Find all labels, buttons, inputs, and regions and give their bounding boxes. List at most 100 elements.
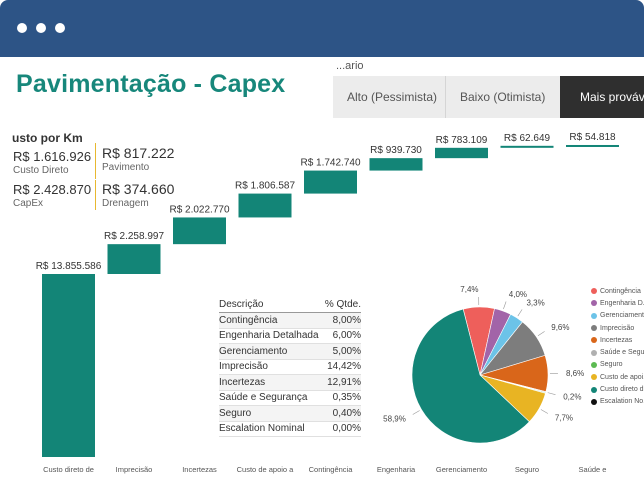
- legend-dot-icon: [591, 288, 597, 295]
- kpi-capex-label: CapEx: [13, 198, 44, 209]
- kpi-header: usto por Km: [12, 131, 83, 145]
- waterfall-category-label: Engenharia: [377, 465, 416, 474]
- legend-dot-icon: [591, 312, 597, 319]
- legend-dot-icon: [591, 398, 597, 405]
- kpi-divider: [95, 180, 96, 210]
- waterfall-bar[interactable]: [500, 145, 554, 148]
- waterfall-data-label: R$ 2.258.997: [104, 231, 164, 242]
- table-header-qtde[interactable]: % Qtde.: [324, 298, 361, 310]
- table-cell-qtde: 6,00%: [332, 330, 361, 342]
- table-cell-qtde: 12,91%: [327, 376, 361, 388]
- table-cell-descricao: Seguro: [219, 407, 252, 419]
- waterfall-bar[interactable]: [435, 147, 488, 159]
- table-row[interactable]: Gerenciamento 5,00%: [219, 344, 361, 360]
- legend-label: Gerenciament...: [600, 312, 644, 320]
- table-row[interactable]: Engenharia Detalhada 6,00%: [219, 329, 361, 344]
- table-cell-descricao: Escalation Nominal: [219, 423, 305, 435]
- table-cell-qtde: 0,35%: [332, 392, 361, 404]
- legend-label: Saúde e Segu...: [600, 349, 644, 357]
- table-cell-descricao: Contingência: [219, 314, 278, 326]
- legend-label: Imprecisão: [600, 324, 635, 332]
- descricao-table: Descrição % Qtde. Contingência 8,00% Engen…: [219, 296, 361, 437]
- table-cell-qtde: 14,42%: [327, 361, 361, 373]
- waterfall-bar[interactable]: [238, 193, 292, 218]
- legend-item[interactable]: Custo direto d...: [591, 383, 644, 395]
- legend-dot-icon: [591, 374, 597, 381]
- waterfall-data-label: R$ 54.818: [569, 132, 616, 143]
- table-row[interactable]: Seguro 0,40%: [219, 406, 361, 422]
- table-cell-qtde: 8,00%: [332, 314, 361, 326]
- table-row[interactable]: Incertezas 12,91%: [219, 375, 361, 391]
- waterfall-bar[interactable]: [107, 244, 161, 274]
- scenario-tab-mais-provavel[interactable]: Mais prováv...: [560, 76, 644, 118]
- scenario-tab-pessimista[interactable]: Alto (Pessimista): [333, 76, 446, 118]
- legend-dot-icon: [591, 361, 597, 368]
- window-control-dot[interactable]: [17, 23, 27, 33]
- table-row[interactable]: Contingência 8,00%: [219, 313, 361, 329]
- window-titlebar: [0, 0, 644, 57]
- table-row[interactable]: Imprecisão 14,42%: [219, 360, 361, 375]
- legend-item[interactable]: Imprecisão: [591, 322, 644, 334]
- kpi-drenagem-label: Drenagem: [102, 198, 149, 209]
- table-header: Descrição % Qtde.: [219, 296, 361, 313]
- kpi-drenagem-value: R$ 374.660: [102, 181, 175, 197]
- table-row[interactable]: Escalation Nominal 0,00%: [219, 422, 361, 437]
- waterfall-category-label: Imprecisão: [116, 465, 153, 474]
- legend-label: Custo direto d...: [600, 386, 644, 394]
- kpi-pavimento-label: Pavimento: [102, 162, 150, 173]
- waterfall-category-label: Incertezas: [182, 465, 217, 474]
- legend-label: Contingência: [600, 287, 641, 295]
- waterfall-bar[interactable]: [566, 144, 619, 147]
- waterfall-bar[interactable]: [304, 170, 357, 194]
- waterfall-data-label: R$ 939.730: [370, 145, 422, 156]
- scenario-tab-otimista[interactable]: Baixo (Otimista): [446, 76, 560, 118]
- legend-dot-icon: [591, 349, 597, 356]
- pie-legend: Contingência Engenharia D... Gerenciament.…: [591, 285, 644, 408]
- legend-label: Seguro: [600, 361, 623, 369]
- legend-dot-icon: [591, 300, 597, 307]
- legend-item[interactable]: Seguro: [591, 359, 644, 371]
- window-control-dot[interactable]: [36, 23, 46, 33]
- waterfall-category-label: Custo de apoio a: [237, 465, 295, 474]
- waterfall-category-label: Contingência: [309, 465, 354, 474]
- legend-label: Custo de apoi...: [600, 373, 644, 381]
- legend-item[interactable]: Incertezas: [591, 334, 644, 346]
- window-control-dot[interactable]: [55, 23, 65, 33]
- legend-item[interactable]: Escalation No...: [591, 396, 644, 408]
- page-title: Pavimentação - Capex: [16, 70, 286, 98]
- waterfall-data-label: R$ 2.022.770: [169, 204, 229, 215]
- table-cell-descricao: Incertezas: [219, 376, 266, 388]
- waterfall-bar[interactable]: [173, 217, 226, 245]
- waterfall-data-label: R$ 13.855.586: [36, 261, 102, 272]
- table-cell-qtde: 0,00%: [332, 423, 361, 435]
- table-cell-descricao: Saúde e Segurança: [219, 392, 308, 404]
- waterfall-data-label: R$ 1.806.587: [235, 181, 295, 192]
- waterfall-data-label: R$ 1.742.740: [300, 158, 360, 169]
- waterfall-category-label: Gerenciamento: [436, 465, 487, 474]
- scenario-slicer: Alto (Pessimista) Baixo (Otimista) Mais …: [333, 76, 644, 118]
- legend-item[interactable]: Gerenciament...: [591, 310, 644, 322]
- legend-dot-icon: [591, 337, 597, 344]
- legend-item[interactable]: Saúde e Segu...: [591, 346, 644, 358]
- legend-item[interactable]: Custo de apoi...: [591, 371, 644, 383]
- kpi-capex-value: R$ 2.428.870: [13, 182, 92, 197]
- legend-item[interactable]: Engenharia D...: [591, 297, 644, 309]
- table-header-descricao[interactable]: Descrição: [219, 298, 264, 310]
- kpi-custo-direto-value: R$ 1.616.926: [13, 149, 92, 164]
- legend-dot-icon: [591, 386, 597, 393]
- waterfall-category-label: Saúde e: [579, 465, 607, 474]
- table-cell-descricao: Imprecisão: [219, 361, 268, 373]
- waterfall-bar[interactable]: [42, 274, 95, 457]
- table-cell-qtde: 5,00%: [332, 345, 361, 357]
- waterfall-bar[interactable]: [369, 158, 423, 171]
- table-cell-descricao: Gerenciamento: [219, 345, 288, 357]
- kpi-custo-direto-label: Custo Direto: [13, 165, 69, 176]
- legend-item[interactable]: Contingência: [591, 285, 644, 297]
- table-cell-qtde: 0,40%: [332, 407, 361, 419]
- waterfall-category-label: Seguro: [515, 465, 539, 474]
- table-row[interactable]: Saúde e Segurança 0,35%: [219, 391, 361, 406]
- legend-label: Engenharia D...: [600, 299, 644, 307]
- legend-label: Escalation No...: [600, 398, 644, 406]
- kpi-divider: [95, 143, 96, 179]
- legend-label: Incertezas: [600, 336, 633, 344]
